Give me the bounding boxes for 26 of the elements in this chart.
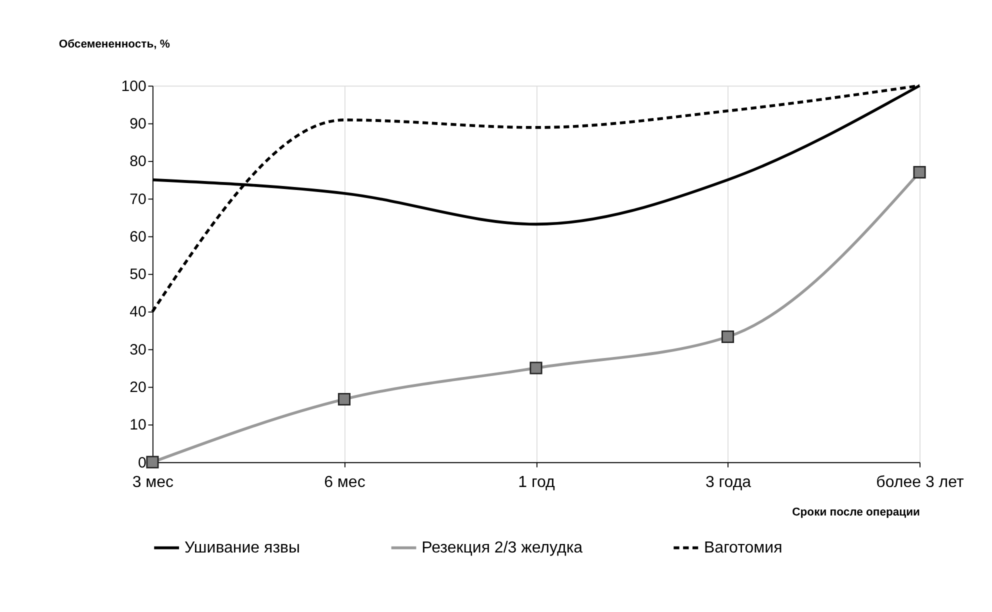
- y-tick-label: 30: [130, 341, 146, 358]
- legend-label: Ушивание язвы: [184, 540, 300, 556]
- x-tick-label: 3 года: [705, 474, 752, 492]
- legend-label: Резекция 2/3 желудка: [422, 540, 583, 556]
- y-tick-label: 60: [130, 228, 146, 246]
- y-tick-label: 80: [130, 153, 146, 170]
- x-axis-title: Сроки после операции: [792, 506, 920, 518]
- y-tick-label: 100: [121, 78, 146, 95]
- y-tick-label: 10: [130, 416, 146, 434]
- point: [146, 456, 159, 468]
- y-tick-label: 70: [130, 190, 146, 208]
- y-axis-title: Обсемененность, %: [58, 38, 170, 51]
- y-tick-label: 40: [130, 304, 146, 321]
- point: [530, 362, 542, 374]
- y-tick-label: 50: [130, 266, 146, 284]
- y-tick-label: 20: [130, 379, 146, 396]
- y-tick-label: 90: [130, 116, 146, 132]
- point: [721, 330, 734, 344]
- x-tick-label: 6 мес: [324, 474, 366, 492]
- point: [338, 393, 351, 406]
- legend-label: Ваготомия: [704, 540, 782, 556]
- x-tick-label: более 3 лет: [876, 474, 964, 492]
- point: [913, 166, 926, 179]
- x-tick-label: 3 мес: [132, 474, 174, 492]
- x-tick-label: 1 год: [518, 474, 556, 492]
- y-tick-label: 0: [138, 454, 146, 472]
